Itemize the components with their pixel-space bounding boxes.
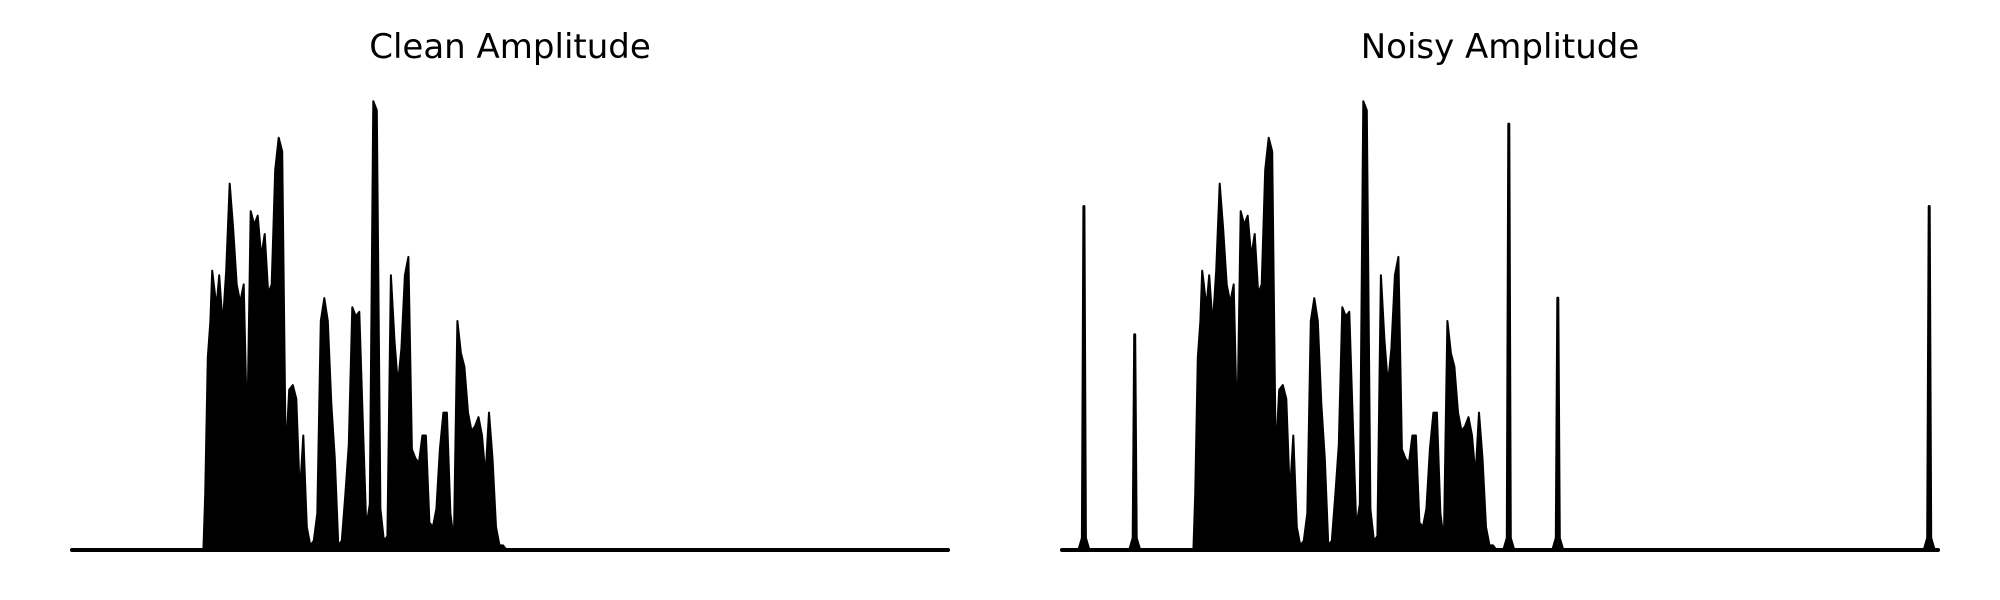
clean-amplitude-title: Clean Amplitude [369, 27, 651, 67]
noisy-amplitude-plot [1060, 100, 1940, 552]
amplitude-envelope [1061, 100, 1939, 551]
noise-spike [1077, 205, 1091, 552]
noisy-amplitude-title: Noisy Amplitude [1361, 27, 1640, 67]
clean-amplitude-panel: Clean Amplitude [70, 27, 950, 552]
amplitude-envelope [71, 100, 949, 551]
noise-spike [1502, 122, 1516, 552]
noisy-amplitude-panel: Noisy Amplitude [1060, 27, 1940, 552]
noise-spike [1128, 333, 1142, 552]
clean-amplitude-plot [70, 100, 950, 552]
noise-spike [1551, 296, 1565, 552]
noise-spike [1922, 205, 1936, 552]
